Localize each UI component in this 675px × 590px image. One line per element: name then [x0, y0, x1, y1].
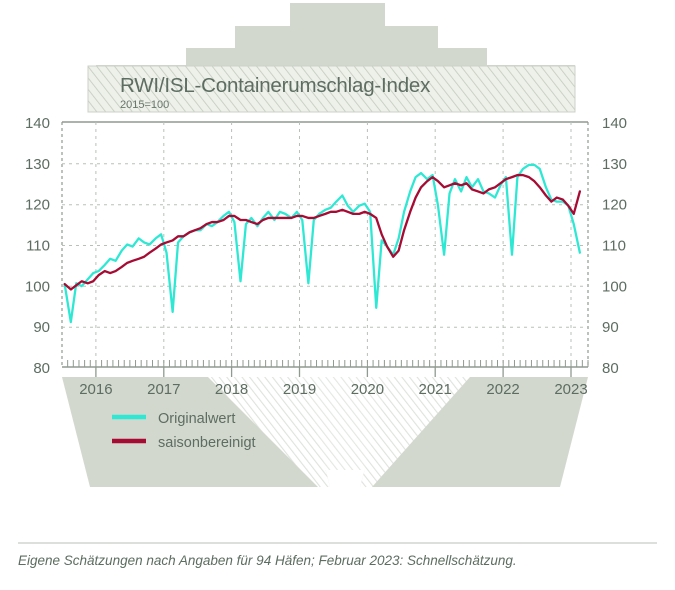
- y-tick-left-120: 120: [25, 197, 50, 214]
- y-tick-right-100: 100: [602, 278, 627, 295]
- y-tick-right-80: 80: [602, 360, 619, 377]
- legend-label-saisonbereinigt: saisonbereinigt: [158, 435, 256, 451]
- data-series-group: [63, 163, 582, 324]
- y-tick-left-140: 140: [25, 115, 50, 132]
- y-tick-right-120: 120: [602, 197, 627, 214]
- y-tick-left-80: 80: [33, 360, 50, 377]
- series-line-originalwert: [63, 163, 582, 324]
- title-band: [87, 65, 576, 113]
- y-tick-right-140: 140: [602, 115, 627, 132]
- x-tick-2021: 2021: [419, 381, 452, 398]
- page-title: RWI/ISL-Containerumschlag-Index: [120, 74, 431, 97]
- x-tick-2017: 2017: [147, 381, 180, 398]
- y-tick-left-90: 90: [33, 319, 50, 336]
- vertical-gridlines: [95, 122, 572, 367]
- x-tick-2018: 2018: [215, 381, 248, 398]
- x-axis-month-ticks: [67, 360, 589, 367]
- y-tick-right-110: 110: [602, 238, 626, 255]
- y-axis-labels-left: 140 130 120 110 100 90 80: [25, 115, 50, 377]
- legend-label-originalwert: Originalwert: [158, 411, 235, 427]
- y-tick-right-90: 90: [602, 319, 619, 336]
- x-tick-2022: 2022: [486, 381, 519, 398]
- x-tick-2023: 2023: [554, 381, 587, 398]
- y-tick-left-100: 100: [25, 278, 50, 295]
- x-axis-year-ticks: [95, 367, 572, 377]
- y-tick-left-130: 130: [25, 156, 50, 173]
- ship-hull-silhouette: [62, 377, 588, 487]
- chart-legend: Originalwert saisonbereinigt: [112, 411, 256, 451]
- plot-frame: [61, 121, 589, 368]
- series-line-saisonbereinigt: [63, 173, 582, 291]
- footnote-text: Eigene Schätzungen nach Angaben für 94 H…: [18, 553, 517, 568]
- x-tick-2016: 2016: [79, 381, 112, 398]
- y-tick-right-130: 130: [602, 156, 627, 173]
- y-tick-left-110: 110: [26, 238, 50, 255]
- x-tick-2019: 2019: [283, 381, 316, 398]
- x-axis-labels: 2016 2017 2018 2019 2020 2021 2022 2023: [79, 381, 587, 398]
- chart-subtitle: 2015=100: [120, 99, 169, 111]
- x-tick-2020: 2020: [351, 381, 384, 398]
- y-axis-labels-right: 140 130 120 110 100 90 80: [602, 115, 627, 377]
